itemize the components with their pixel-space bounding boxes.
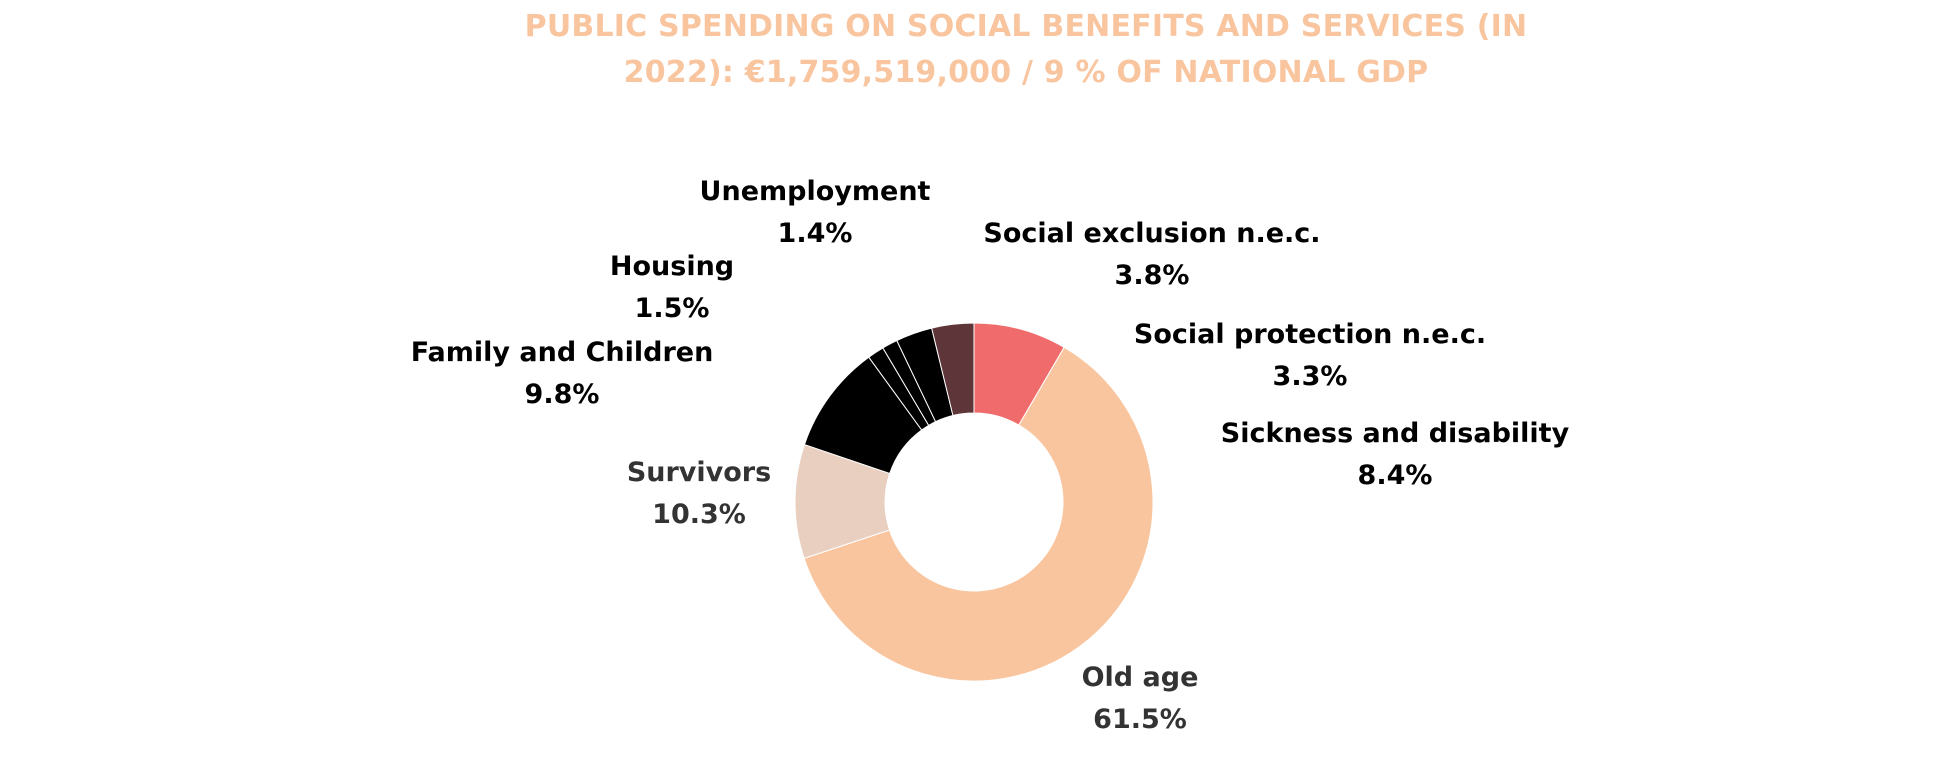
slice-value-housing: 1.5% bbox=[635, 293, 710, 324]
slice-label-social-exclusion-n-e-c: Social exclusion n.e.c. bbox=[983, 218, 1320, 249]
slice-value-sickness-and-disability: 8.4% bbox=[1358, 460, 1433, 491]
slice-old-age bbox=[803, 346, 1154, 682]
slice-label-survivors: Survivors bbox=[627, 457, 771, 488]
slice-label-family-and-children: Family and Children bbox=[411, 337, 714, 368]
slice-value-social-exclusion-n-e-c: 3.8% bbox=[1115, 260, 1190, 291]
slice-label-old-age: Old age bbox=[1082, 662, 1199, 693]
slice-value-old-age: 61.5% bbox=[1093, 704, 1187, 735]
slice-label-social-protection-n-e-c: Social protection n.e.c. bbox=[1134, 319, 1486, 350]
slice-labels: Sickness and disability 8.4% Old age 61.5% S… bbox=[411, 176, 1570, 735]
slice-label-unemployment: Unemployment bbox=[700, 176, 931, 207]
slice-label-housing: Housing bbox=[610, 251, 734, 282]
slice-value-survivors: 10.3% bbox=[652, 499, 746, 530]
slice-social-exclusion-n-e-c bbox=[931, 322, 975, 417]
slice-value-family-and-children: 9.8% bbox=[525, 379, 600, 410]
slice-label-sickness-and-disability: Sickness and disability bbox=[1221, 418, 1570, 449]
slice-value-unemployment: 1.4% bbox=[778, 218, 853, 249]
chart-title: PUBLIC SPENDING ON SOCIAL BENEFITS AND S… bbox=[524, 9, 1528, 90]
slice-value-social-protection-n-e-c: 3.3% bbox=[1273, 361, 1348, 392]
donut-slices bbox=[794, 322, 1154, 682]
